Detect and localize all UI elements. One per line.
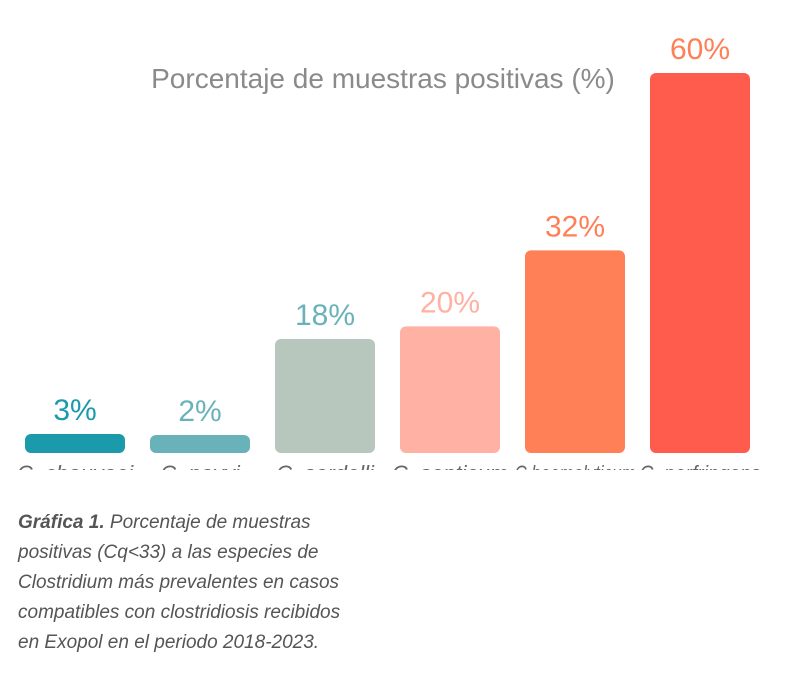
- bar-3: [400, 326, 500, 453]
- value-label-2: 18%: [295, 299, 355, 332]
- category-label-5: C. perfringens: [640, 461, 761, 470]
- category-label-0: C. chauvoei: [17, 461, 134, 470]
- category-label-4: C.haemolyticum: [515, 461, 636, 470]
- bar-0: [25, 434, 125, 453]
- value-label-5: 60%: [670, 33, 730, 66]
- value-label-3: 20%: [420, 286, 480, 319]
- bar-4: [525, 250, 625, 453]
- category-label-3: C. septicum: [392, 461, 508, 470]
- category-label-1: C. novyi: [160, 461, 241, 470]
- category-label-2: C. sordelli: [276, 461, 375, 470]
- value-label-1: 2%: [178, 395, 221, 428]
- figure-caption: Gráfica 1. Porcentaje de muestras positi…: [18, 508, 363, 658]
- chart-title: Porcentaje de muestras positivas (%): [151, 63, 615, 94]
- value-label-4: 32%: [545, 210, 605, 243]
- bar-1: [150, 435, 250, 453]
- bars-group: 3% C. chauvoei 2% C. novyi 18% C. sordelli 20%…: [17, 33, 761, 470]
- caption-text: Porcentaje de muestras positivas (Cq<33)…: [18, 512, 341, 653]
- caption-label: Gráfica 1.: [18, 512, 105, 533]
- bar-chart: Porcentaje de muestras positivas (%) 3% C…: [17, 33, 761, 470]
- bar-5: [650, 73, 750, 453]
- bar-2: [275, 339, 375, 453]
- value-label-0: 3%: [53, 394, 96, 427]
